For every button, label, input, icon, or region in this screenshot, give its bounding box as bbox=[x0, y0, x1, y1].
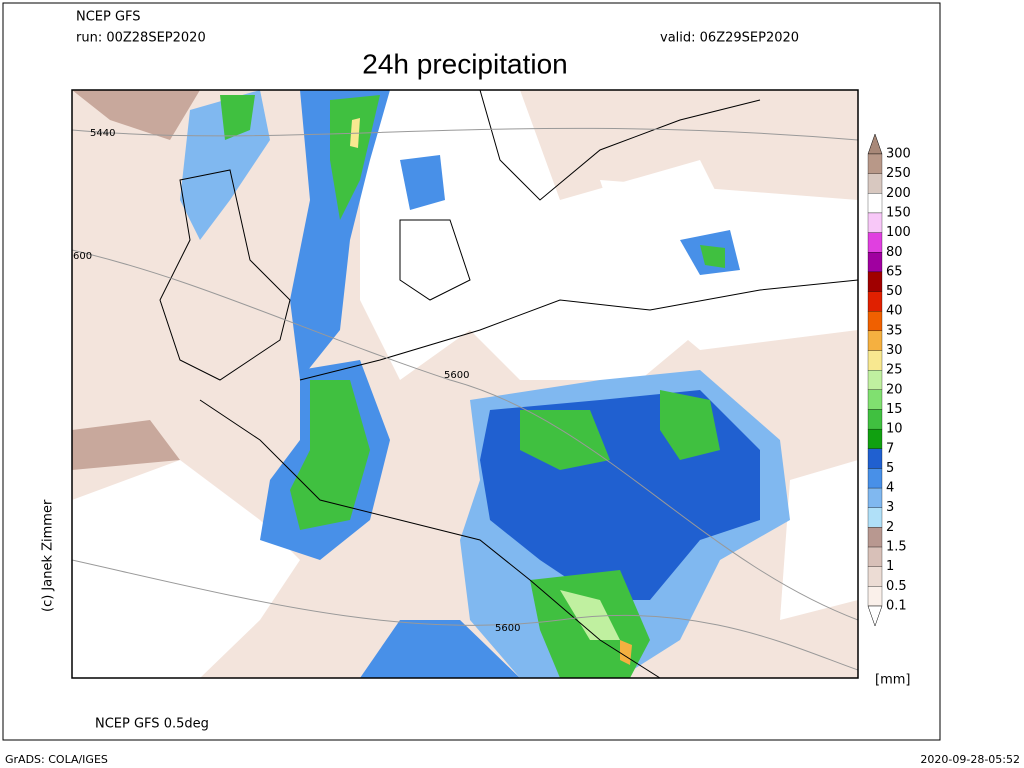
legend-swatch bbox=[867, 232, 883, 253]
legend-label: 250 bbox=[886, 166, 911, 181]
legend-swatch bbox=[867, 586, 883, 607]
legend-swatch bbox=[867, 350, 883, 371]
legend-label: 300 bbox=[886, 147, 911, 162]
legend-label: 0.1 bbox=[886, 599, 907, 614]
contour-label: 5600 bbox=[444, 370, 469, 381]
legend-label: 20 bbox=[886, 382, 903, 397]
legend-label: 50 bbox=[886, 284, 903, 299]
map-frame bbox=[71, 89, 859, 679]
legend-label: 150 bbox=[886, 205, 911, 220]
legend-label: 1 bbox=[886, 559, 894, 574]
legend-label: 1.5 bbox=[886, 540, 907, 555]
legend-swatch bbox=[867, 212, 883, 233]
legend-swatch bbox=[867, 271, 883, 292]
legend-swatch bbox=[867, 487, 883, 508]
valid: valid: 06Z29SEP2020 bbox=[660, 31, 799, 46]
legend-swatch bbox=[867, 428, 883, 449]
model: NCEP GFS bbox=[76, 10, 141, 25]
legend-label: 35 bbox=[886, 323, 903, 338]
legend-arrow bbox=[867, 605, 883, 627]
timestamp: 2020-09-28-05:52 bbox=[920, 753, 1020, 766]
legend-label: 25 bbox=[886, 363, 903, 378]
legend-label: 100 bbox=[886, 225, 911, 240]
legend-swatch bbox=[867, 409, 883, 430]
legend-label: 40 bbox=[886, 304, 903, 319]
legend-label: 15 bbox=[886, 402, 903, 417]
legend: 300 250 200 150 100 80 65 50 40 35 30 25 20 15 10 7 5 4 3 2… bbox=[867, 133, 911, 627]
legend-swatch bbox=[867, 252, 883, 273]
resolution: NCEP GFS 0.5deg bbox=[95, 717, 209, 732]
legend-swatch bbox=[867, 448, 883, 469]
legend-label: 80 bbox=[886, 245, 903, 260]
legend-swatch bbox=[867, 330, 883, 351]
credit: (c) Janek Zimmer bbox=[41, 499, 56, 612]
legend-swatch bbox=[867, 546, 883, 567]
legend-label: 5 bbox=[886, 461, 894, 476]
legend-label: 7 bbox=[886, 441, 894, 456]
legend-swatch bbox=[867, 370, 883, 390]
title: 24h precipitation bbox=[362, 48, 567, 79]
legend-label: 30 bbox=[886, 343, 903, 358]
run: run: 00Z28SEP2020 bbox=[76, 31, 206, 46]
legend-swatch bbox=[867, 173, 883, 194]
map bbox=[72, 90, 858, 678]
legend-swatch bbox=[867, 468, 883, 489]
legend-swatch bbox=[867, 507, 883, 528]
legend-swatch bbox=[867, 153, 883, 174]
contour-label: 600 bbox=[73, 251, 92, 262]
contour-label: 5600 bbox=[495, 623, 520, 634]
legend-swatch bbox=[867, 527, 883, 548]
legend-label: 65 bbox=[886, 264, 903, 279]
legend-label: 3 bbox=[886, 500, 894, 515]
legend-label: 0.5 bbox=[886, 579, 907, 594]
legend-swatch bbox=[867, 311, 883, 332]
legend-label: 2 bbox=[886, 520, 894, 535]
legend-label: 10 bbox=[886, 422, 903, 437]
legend-swatch bbox=[867, 566, 883, 587]
legend-swatch bbox=[867, 193, 883, 214]
contour-label: 5440 bbox=[90, 128, 115, 139]
software: GrADS: COLA/IGES bbox=[5, 753, 108, 766]
unit: [mm] bbox=[875, 673, 910, 688]
legend-swatch bbox=[867, 291, 883, 312]
legend-label: 4 bbox=[886, 481, 894, 496]
legend-label: 200 bbox=[886, 186, 911, 201]
legend-swatch bbox=[867, 389, 883, 410]
